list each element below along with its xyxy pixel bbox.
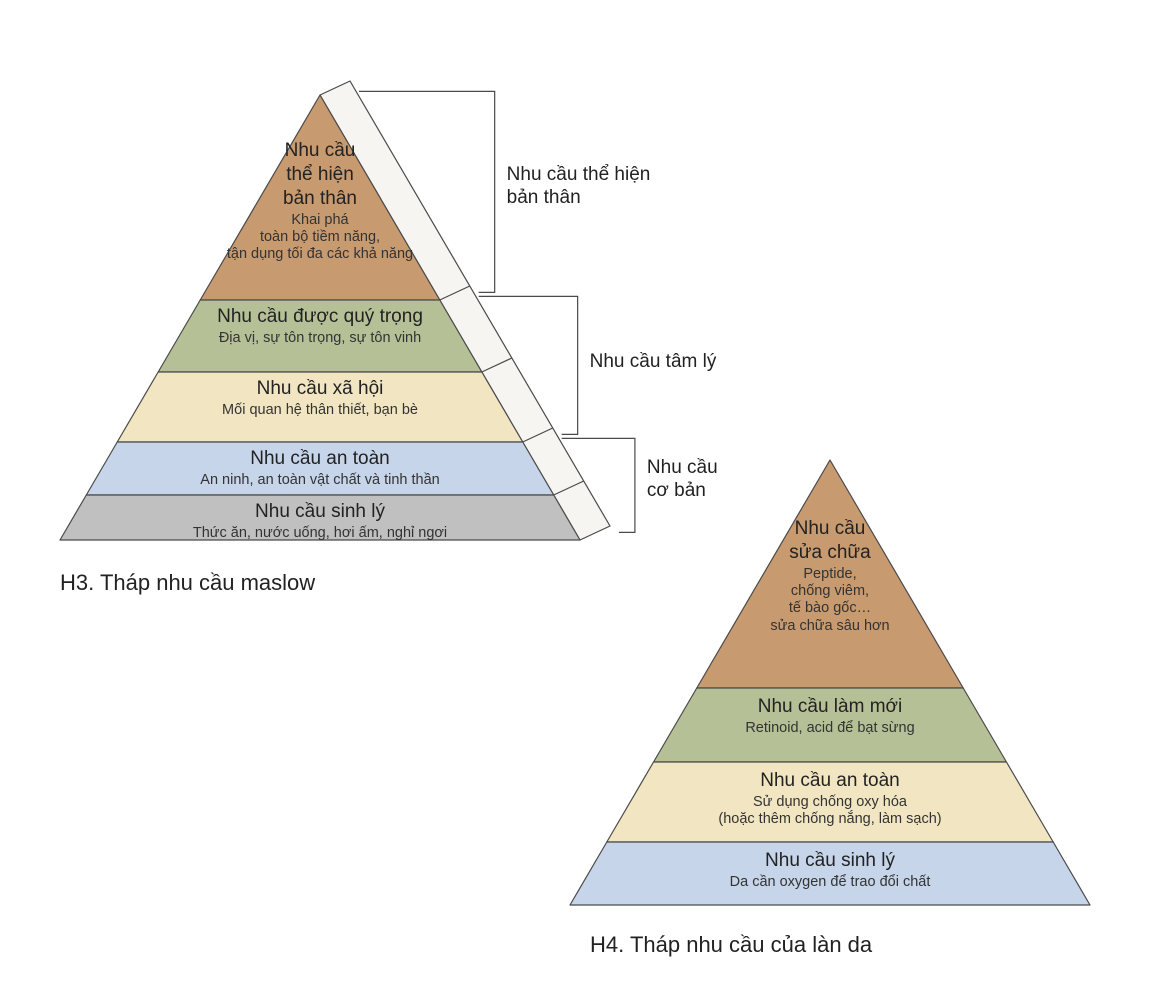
pyramid2-level-1: [654, 688, 1007, 762]
pyramid2-level-2: [607, 762, 1053, 842]
pyramid-shapes-svg: [0, 0, 1170, 987]
pyramid2-caption: H4. Tháp nhu cầu của làn da: [590, 932, 872, 958]
pyramid1-side-label-1: Nhu cầu tâm lý: [590, 351, 717, 374]
pyramid1-level-1: [158, 300, 482, 372]
pyramid2-level-0: [697, 460, 963, 688]
pyramid1-caption: H3. Tháp nhu cầu maslow: [60, 570, 315, 596]
diagram-stage: Nhu cầuthể hiệnbản thânKhai phátoàn bộ t…: [0, 0, 1170, 987]
pyramid1-level-3: [86, 442, 553, 495]
pyramid1-level-4: [60, 495, 580, 540]
pyramid2-level-3: [570, 842, 1090, 905]
pyramid1-side-label-0: Nhu cầu thể hiệnbản thân: [507, 164, 651, 210]
pyramid1-level-2: [117, 372, 522, 442]
pyramid1-side-label-2: Nhu cầucơ bản: [647, 457, 718, 503]
